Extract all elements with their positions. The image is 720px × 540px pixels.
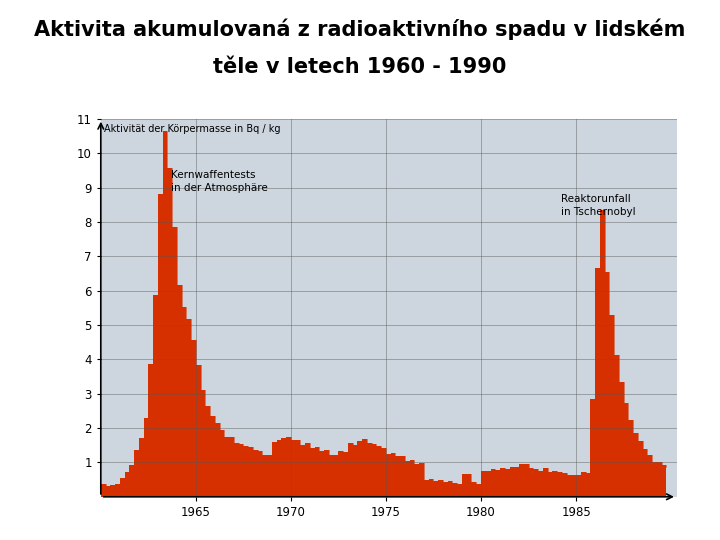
Text: Kernwaffentests
in der Atmosphäre: Kernwaffentests in der Atmosphäre [171,170,268,193]
Text: Aktivita akumulovaná z radioaktivního spadu v lidském: Aktivita akumulovaná z radioaktivního sp… [35,19,685,40]
Text: Reaktorunfall
in Tschernobyl: Reaktorunfall in Tschernobyl [561,194,636,217]
Text: těle v letech 1960 - 1990: těle v letech 1960 - 1990 [213,57,507,77]
Text: Aktivität der Körpermasse in Bq / kg: Aktivität der Körpermasse in Bq / kg [104,124,280,134]
